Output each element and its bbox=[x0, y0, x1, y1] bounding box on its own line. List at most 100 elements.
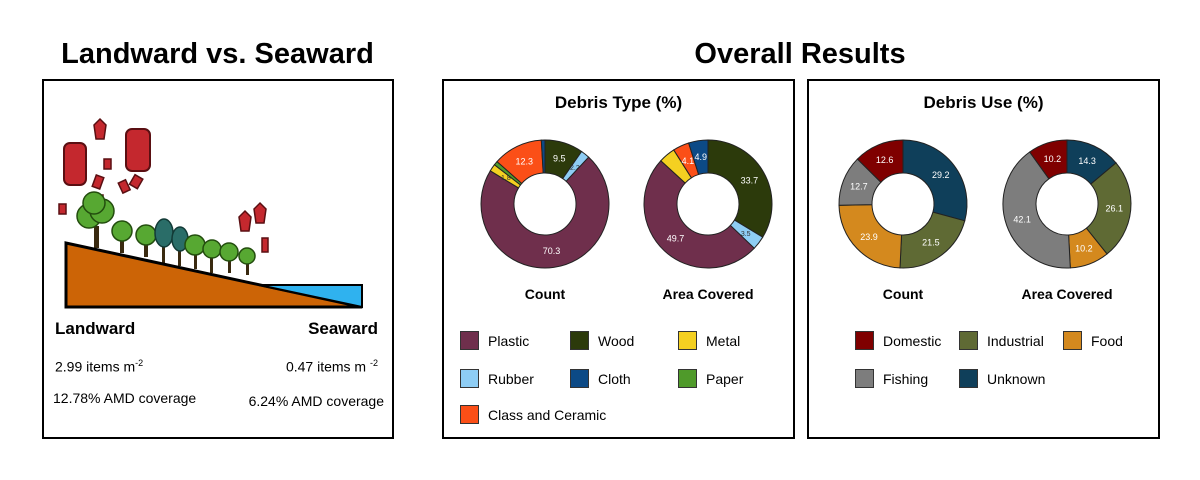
debris-use-panel: Debris Use (%) 29.2 21.5 23.9 12.7 12.6 14.3… bbox=[807, 79, 1160, 439]
debris-type-count-label: Count bbox=[524, 286, 566, 302]
debris-use-title: Debris Use (%) bbox=[923, 93, 1044, 112]
slice-label: 4.9 bbox=[694, 152, 707, 162]
landward-density: 2.99 items m-2 bbox=[55, 358, 143, 375]
slice-label: 26.1 bbox=[1106, 204, 1124, 214]
slice-label: 33.7 bbox=[741, 176, 759, 186]
legend-swatch bbox=[460, 369, 479, 388]
legend-item-paper: Paper bbox=[678, 369, 743, 388]
debris-use-area-label: Area Covered bbox=[1021, 286, 1113, 302]
slice-label: 10.2 bbox=[1075, 243, 1093, 253]
debris-can bbox=[63, 142, 87, 186]
debris-type-area-chart: 33.7 3.5 49.7 4.1 4.9 bbox=[643, 139, 773, 269]
legend-label: Rubber bbox=[488, 370, 534, 387]
seaward-density-exponent: -2 bbox=[369, 358, 378, 368]
legend-swatch bbox=[460, 405, 479, 424]
slice-label: 23.9 bbox=[860, 232, 878, 242]
slice-label: 2.2 bbox=[570, 165, 580, 172]
slice-unknown bbox=[902, 139, 968, 222]
slice-domestic bbox=[1028, 139, 1068, 180]
slice-label: 12.6 bbox=[876, 155, 894, 165]
landward-seaward-title: Landward vs. Seaward bbox=[61, 38, 374, 70]
seaward-density-value: 0.47 items m bbox=[285, 358, 367, 375]
slice-industrial bbox=[1085, 162, 1132, 255]
debris-bit bbox=[261, 237, 269, 253]
slice-cloth bbox=[540, 139, 546, 174]
slice-label: 9.5 bbox=[553, 154, 566, 164]
slice-label: 70.3 bbox=[543, 246, 561, 256]
debris-type-count-chart: 9.5 2.2 70.3 1.8 12.3 bbox=[480, 139, 610, 269]
slice-label: 12.3 bbox=[515, 156, 533, 166]
landward-coverage: 12.78% AMD coverage bbox=[53, 390, 197, 406]
debris-can bbox=[125, 128, 151, 172]
legend-item-industrial: Industrial bbox=[959, 331, 1044, 350]
overall-results-title: Overall Results bbox=[694, 38, 906, 70]
legend-swatch bbox=[855, 331, 874, 350]
debris-bag bbox=[93, 117, 107, 140]
slice-domestic bbox=[856, 139, 904, 183]
debris-bit bbox=[128, 173, 144, 190]
debris-use-area-chart: 14.3 26.1 10.2 42.1 10.2 bbox=[1002, 139, 1132, 269]
slice-cloth bbox=[687, 139, 709, 176]
legend-item-metal: Metal bbox=[678, 331, 740, 350]
slice-label: 49.7 bbox=[667, 234, 685, 244]
legend-swatch bbox=[959, 331, 978, 350]
beach-illustration bbox=[58, 117, 363, 309]
debris-type-title: Debris Type (%) bbox=[554, 93, 683, 112]
seaward-label: Seaward bbox=[308, 319, 378, 338]
legend-label: Plastic bbox=[488, 332, 530, 349]
slice-label: 4.1 bbox=[682, 156, 695, 166]
legend-swatch bbox=[678, 369, 697, 388]
debris-bit bbox=[58, 203, 67, 215]
sea-water bbox=[258, 284, 363, 309]
landward-density-exponent: -2 bbox=[135, 358, 144, 368]
legend-label: Metal bbox=[706, 332, 741, 349]
slice-label: 21.5 bbox=[922, 237, 940, 247]
debris-use-count-label: Count bbox=[882, 286, 924, 302]
legend-label: Class and Ceramic bbox=[488, 406, 607, 423]
legend-swatch bbox=[570, 369, 589, 388]
slice-wood bbox=[707, 139, 773, 238]
trees bbox=[76, 191, 256, 275]
debris-bag bbox=[253, 201, 267, 224]
legend-label: Cloth bbox=[598, 370, 631, 387]
debris-bit bbox=[103, 158, 112, 170]
legend-item-fishing: Fishing bbox=[855, 369, 928, 388]
debris-bit bbox=[91, 174, 105, 190]
legend-item-wood: Wood bbox=[570, 331, 634, 350]
debris-bit bbox=[117, 178, 132, 195]
legend-label: Food bbox=[1091, 332, 1123, 349]
debris-cans bbox=[58, 117, 269, 253]
legend-swatch bbox=[959, 369, 978, 388]
legend-label: Wood bbox=[598, 332, 635, 349]
legend-swatch bbox=[570, 331, 589, 350]
legend-item-rubber: Rubber bbox=[460, 369, 534, 388]
slice-label: 29.2 bbox=[932, 170, 950, 180]
landward-label: Landward bbox=[55, 319, 136, 338]
seaward-coverage: 6.24% AMD coverage bbox=[248, 393, 384, 409]
legend-label: Paper bbox=[706, 370, 744, 387]
debris-type-panel: Debris Type (%) 9.5 2.2 70.3 1.8 12.3 33.7 3.… bbox=[442, 79, 795, 439]
legend-swatch bbox=[1063, 331, 1082, 350]
debris-bag bbox=[238, 209, 252, 232]
debris-use-count-chart: 29.2 21.5 23.9 12.7 12.6 bbox=[838, 139, 968, 269]
legend-item-cloth: Cloth bbox=[570, 369, 631, 388]
slice-label: 3.5 bbox=[741, 231, 751, 238]
slice-label: 14.3 bbox=[1078, 156, 1096, 166]
slice-fishing bbox=[1002, 151, 1071, 269]
slice-label: 10.2 bbox=[1044, 154, 1062, 164]
landward-seaward-panel: Landward Seaward 2.99 items m-2 0.47 ite… bbox=[42, 79, 394, 439]
legend-item-domestic: Domestic bbox=[855, 331, 941, 350]
slice-plastic bbox=[643, 160, 755, 269]
legend-swatch bbox=[678, 331, 697, 350]
landward-density-value: 2.99 items m bbox=[55, 358, 136, 375]
legend-swatch bbox=[855, 369, 874, 388]
legend-label: Domestic bbox=[883, 332, 942, 349]
slice-label: 12.7 bbox=[850, 181, 868, 191]
legend-label: Industrial bbox=[987, 332, 1044, 349]
legend-label: Fishing bbox=[883, 370, 929, 387]
legend-item-food: Food bbox=[1063, 331, 1123, 350]
legend-label: Unknown bbox=[987, 370, 1046, 387]
slice-label: 42.1 bbox=[1013, 215, 1031, 225]
legend-item-class-and-ceramic: Class and Ceramic bbox=[460, 405, 606, 424]
slice-label: 1.8 bbox=[501, 175, 511, 182]
